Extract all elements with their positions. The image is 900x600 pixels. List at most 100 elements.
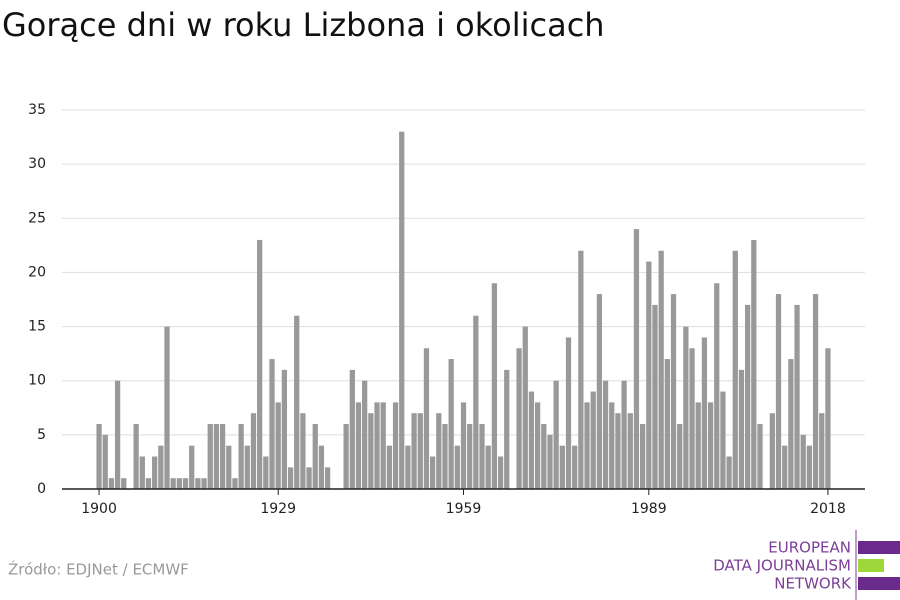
bar — [362, 380, 368, 489]
bar — [491, 283, 498, 489]
bar — [257, 239, 263, 489]
bar — [670, 294, 677, 489]
bar — [182, 478, 189, 489]
bar — [467, 424, 473, 489]
logo-text: EUROPEAN — [768, 539, 851, 557]
y-tick-label: 30 — [28, 156, 46, 172]
bar — [578, 250, 584, 489]
x-tick-label: 1959 — [446, 501, 482, 517]
bar — [757, 424, 763, 489]
bar — [232, 478, 238, 489]
bar — [689, 348, 695, 489]
bar — [788, 359, 794, 489]
bar — [429, 456, 436, 489]
bar — [806, 445, 813, 489]
bar — [294, 315, 300, 489]
bar — [565, 337, 572, 489]
bar — [145, 478, 152, 489]
bar — [195, 478, 201, 489]
bar — [652, 304, 658, 489]
bar — [281, 369, 287, 489]
bar — [213, 424, 220, 489]
bar — [133, 424, 139, 489]
bar — [621, 380, 627, 489]
bar — [324, 467, 331, 489]
bar — [473, 315, 479, 489]
bar — [380, 402, 386, 489]
bar — [201, 478, 207, 489]
logo-text: NETWORK — [774, 575, 852, 593]
bar — [374, 402, 380, 489]
bar — [534, 402, 541, 489]
logo-bar — [858, 577, 900, 590]
bar — [189, 445, 195, 489]
bar — [263, 456, 269, 489]
y-tick-label: 0 — [37, 481, 46, 497]
bar — [306, 467, 312, 489]
bar — [516, 348, 522, 489]
bar — [269, 359, 275, 489]
bar — [442, 424, 448, 489]
bar — [158, 445, 164, 489]
bar — [658, 250, 664, 489]
y-tick-label: 5 — [37, 427, 46, 443]
bar — [794, 304, 800, 489]
bar — [800, 434, 806, 489]
bar — [226, 445, 232, 489]
bar — [782, 445, 788, 489]
bar — [541, 424, 547, 489]
bar — [553, 380, 559, 489]
bar — [386, 445, 393, 489]
bar — [102, 434, 108, 489]
bar — [522, 326, 528, 489]
y-tick-label: 20 — [28, 264, 46, 280]
bar — [152, 456, 158, 489]
bar — [819, 413, 825, 489]
bar — [633, 229, 640, 489]
bar — [572, 445, 578, 489]
bar — [640, 424, 646, 489]
bar — [720, 391, 726, 489]
bar — [683, 326, 689, 489]
bar — [436, 413, 442, 489]
bar — [207, 424, 213, 489]
bar — [114, 380, 121, 489]
bar — [732, 250, 738, 489]
bar — [627, 413, 633, 489]
bar — [528, 391, 535, 489]
logo-bar — [858, 559, 884, 572]
bar — [460, 402, 467, 489]
y-tick-label: 25 — [28, 210, 46, 226]
bar — [559, 445, 565, 489]
x-tick-label: 1900 — [81, 501, 117, 517]
bar — [714, 283, 720, 489]
x-tick-label: 1929 — [260, 501, 296, 517]
bar — [423, 348, 430, 489]
bar — [219, 424, 226, 489]
bar — [411, 413, 417, 489]
logo-text: DATA JOURNALISM — [713, 557, 851, 575]
bar — [300, 413, 306, 489]
bar — [695, 402, 701, 489]
bar — [176, 478, 182, 489]
x-tick-label: 1989 — [631, 501, 667, 517]
bar — [343, 424, 349, 489]
bar — [751, 239, 757, 489]
logo-bar — [858, 541, 900, 554]
bar — [479, 424, 485, 489]
bar — [121, 478, 127, 489]
bar — [164, 326, 170, 489]
bar — [497, 456, 504, 489]
bar — [355, 402, 362, 489]
bar — [170, 478, 176, 489]
bar — [504, 369, 510, 489]
bar — [701, 337, 708, 489]
bar — [745, 304, 751, 489]
bar — [609, 402, 615, 489]
bar — [312, 424, 318, 489]
y-tick-label: 35 — [28, 102, 46, 118]
bar — [244, 445, 250, 489]
bar — [602, 380, 609, 489]
bar — [392, 402, 399, 489]
